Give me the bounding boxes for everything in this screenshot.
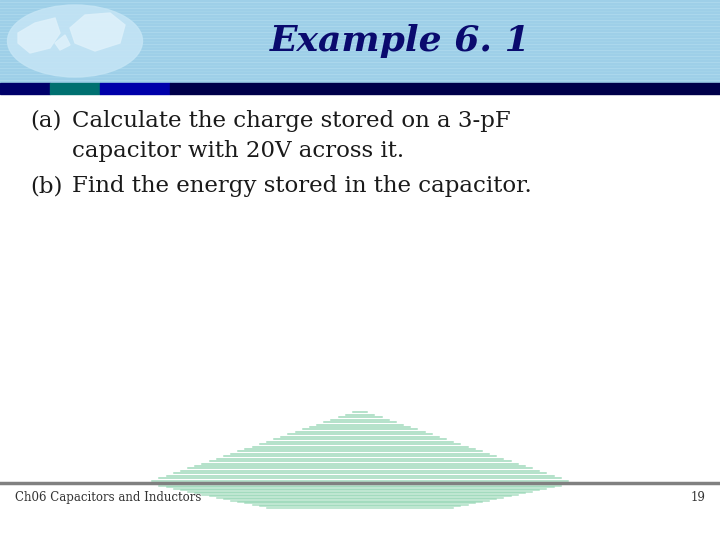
- Polygon shape: [55, 35, 70, 50]
- Bar: [0, 83, 50, 94]
- Text: Find the energy stored in the capacitor.: Find the energy stored in the capacitor.: [72, 175, 532, 197]
- Bar: [100, 83, 170, 94]
- Bar: [0, 0, 720, 83]
- Text: Ch06 Capacitors and Inductors: Ch06 Capacitors and Inductors: [15, 491, 202, 504]
- Polygon shape: [70, 13, 125, 51]
- Text: (b): (b): [30, 175, 63, 197]
- Bar: [170, 83, 720, 94]
- Polygon shape: [18, 18, 60, 53]
- Text: (a): (a): [30, 110, 61, 132]
- Bar: [50, 83, 100, 94]
- Ellipse shape: [7, 5, 143, 77]
- Text: 19: 19: [690, 491, 705, 504]
- Text: Calculate the charge stored on a 3-pF: Calculate the charge stored on a 3-pF: [72, 110, 510, 132]
- Text: capacitor with 20V across it.: capacitor with 20V across it.: [72, 140, 404, 162]
- Text: Example 6. 1: Example 6. 1: [269, 24, 531, 58]
